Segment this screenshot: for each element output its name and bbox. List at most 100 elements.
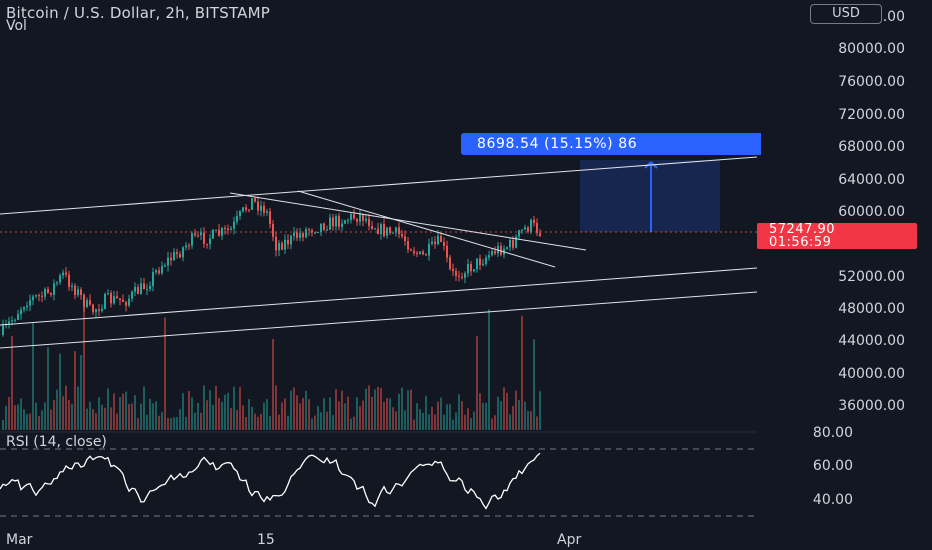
candle-body <box>236 216 238 222</box>
volume-bar <box>488 309 490 430</box>
candle-body <box>152 272 154 287</box>
candle-body <box>47 289 49 293</box>
candle-body <box>482 263 484 266</box>
volume-bar <box>62 396 64 430</box>
candle-body <box>515 236 517 248</box>
candle-body <box>332 217 334 227</box>
trendline-2 <box>297 190 556 268</box>
candle-body <box>308 229 310 231</box>
volume-bar <box>227 392 229 430</box>
candle-body <box>368 218 370 227</box>
candle-body <box>176 252 178 254</box>
candle-body <box>242 207 244 212</box>
candle-body <box>305 229 307 238</box>
volume-bar <box>374 389 376 430</box>
volume-bar <box>434 414 436 430</box>
volume-bar <box>494 415 496 430</box>
candle-body <box>491 251 493 256</box>
candle-body <box>395 227 397 233</box>
time-label-mar: Mar <box>6 532 33 548</box>
volume-bar <box>347 396 349 430</box>
candle-body <box>425 254 427 256</box>
volume-bar <box>8 396 10 430</box>
volume-bar <box>404 410 406 430</box>
candle-body <box>326 229 328 231</box>
candle-body <box>458 275 460 277</box>
volume-bar <box>473 411 475 430</box>
candle-body <box>272 223 274 237</box>
channel-lower-line <box>0 291 758 349</box>
volume-bar <box>407 390 409 430</box>
volume-bar <box>461 401 463 430</box>
time-label-apr: Apr <box>557 532 582 548</box>
candle-body <box>221 228 223 236</box>
candle-body <box>131 291 133 299</box>
volume-bar <box>245 416 247 430</box>
candle-body <box>383 224 385 236</box>
candle-body <box>464 273 466 278</box>
rsi-label: RSI (14, close) <box>6 434 107 450</box>
price-axis-label: 40000.00 <box>838 366 905 382</box>
candle-body <box>203 232 205 244</box>
volume-bar <box>296 395 298 430</box>
candle-body <box>473 269 475 272</box>
volume-bar <box>452 419 454 430</box>
volume-bar <box>455 412 457 430</box>
volume-label: Vol <box>6 18 27 34</box>
candle-body <box>467 263 469 274</box>
candle-body <box>428 243 430 256</box>
candle-body <box>41 295 43 297</box>
currency-button[interactable]: USD <box>810 4 882 24</box>
candle-body <box>317 231 319 233</box>
candle-body <box>239 211 241 217</box>
volume-bar <box>515 390 517 430</box>
volume-bar <box>86 408 88 430</box>
candle-body <box>299 233 301 238</box>
candle-body <box>140 283 142 294</box>
volume-bar <box>185 416 187 430</box>
volume-bar <box>206 400 208 430</box>
candle-body <box>311 230 313 233</box>
volume-bar <box>59 353 61 430</box>
volume-bar <box>179 409 181 430</box>
volume-bar <box>449 404 451 430</box>
candle-body <box>401 234 403 237</box>
volume-bar <box>41 410 43 430</box>
volume-bar <box>20 398 22 430</box>
volume-bar <box>176 417 178 430</box>
volume-bar <box>158 415 160 430</box>
measure-label[interactable]: 8698.54 (15.15%) 86 <box>461 133 761 155</box>
candle-body <box>281 243 283 250</box>
volume-bar <box>140 403 142 430</box>
candle-body <box>347 219 349 221</box>
volume-bar <box>173 417 175 430</box>
volume-bar <box>467 408 469 430</box>
candle-body <box>65 272 67 275</box>
volume-bar <box>326 411 328 430</box>
volume-bar <box>287 415 289 430</box>
price-axis-label: 68000.00 <box>838 139 905 155</box>
candle-body <box>125 301 127 306</box>
candle-body <box>164 265 166 267</box>
candle-body <box>224 228 226 230</box>
candle-body <box>74 285 76 296</box>
candle-body <box>263 205 265 213</box>
volume-bar <box>281 402 283 430</box>
candle-body <box>44 289 46 297</box>
volume-bar <box>284 398 286 430</box>
volume-bar <box>470 418 472 430</box>
volume-bar <box>35 402 37 430</box>
volume-bar <box>68 400 70 430</box>
volume-bar <box>248 399 250 430</box>
volume-bar <box>440 397 442 430</box>
candle-body <box>509 239 511 248</box>
candle-body <box>134 286 136 292</box>
candle-body <box>524 227 526 230</box>
candle-body <box>485 257 487 264</box>
candle-body <box>443 241 445 246</box>
candle-body <box>437 235 439 245</box>
last-price-tag: 57247.90 01:56:59 <box>757 223 917 249</box>
candle-body <box>185 245 187 248</box>
candle-body <box>377 228 379 235</box>
